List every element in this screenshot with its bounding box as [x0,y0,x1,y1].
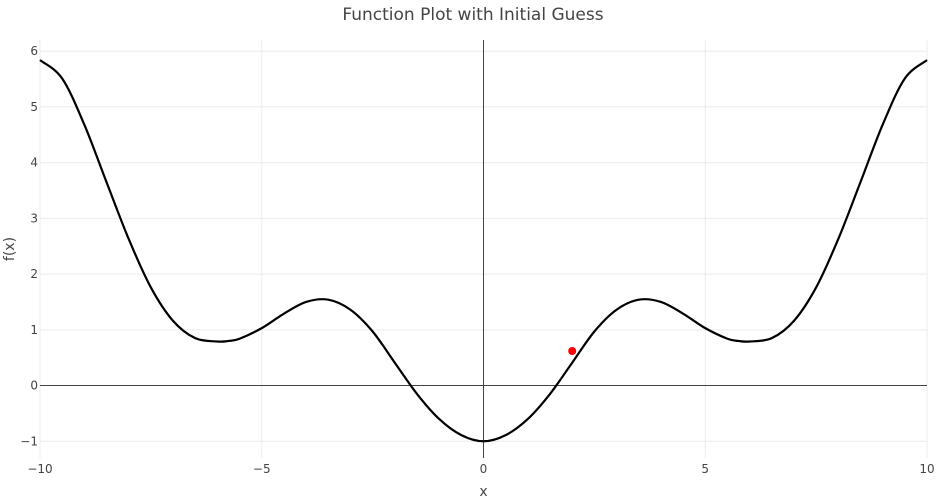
y-axis-title: f(x) [2,237,18,261]
x-tick-label: −5 [253,462,271,476]
x-tick-label: 10 [919,462,934,476]
chart-title: Function Plot with Initial Guess [342,5,603,25]
x-tick-label: −10 [27,462,52,476]
curve-layer [39,59,928,443]
x-axis-title: x [479,484,487,500]
marker-layer [568,346,577,355]
x-tick-labels: −10 −5 0 5 10 [27,462,934,476]
function-curve [39,59,928,443]
zero-lines [40,40,927,458]
y-tick-label: 5 [30,100,38,114]
y-tick-labels: −1 0 1 2 3 4 5 6 [20,44,38,448]
y-tick-label: 1 [30,323,38,337]
y-tick-label: 3 [30,211,38,225]
initial-guess-point [568,346,577,355]
y-tick-label: −1 [20,434,38,448]
x-tick-label: 0 [480,462,488,476]
y-tick-label: 4 [30,156,38,170]
x-tick-label: 5 [701,462,709,476]
y-tick-label: 0 [30,379,38,393]
y-tick-label: 6 [30,44,38,58]
y-tick-label: 2 [30,267,38,281]
